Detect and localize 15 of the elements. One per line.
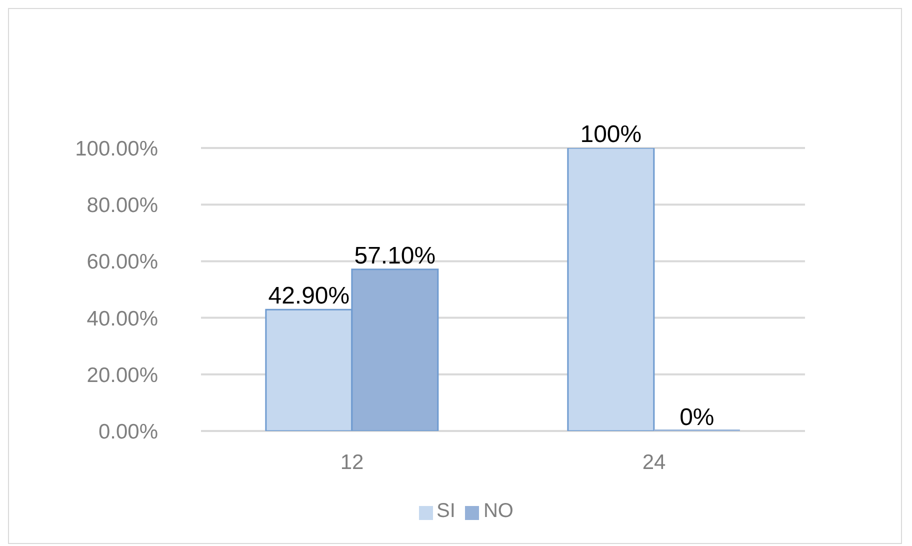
y-tick-label: 60.00% — [86, 250, 158, 274]
legend-label: NO — [483, 500, 514, 522]
data-label: 57.10% — [354, 242, 436, 270]
bar — [567, 148, 655, 431]
y-tick-label: 20.00% — [86, 364, 158, 387]
data-label: 0% — [680, 404, 714, 431]
x-tick-label: 12 — [340, 450, 364, 474]
y-tick-label: 40.00% — [86, 307, 158, 330]
y-tick-label: 100.00% — [75, 137, 158, 160]
x-tick-label: 24 — [642, 450, 666, 474]
legend-label: SI — [436, 500, 456, 522]
data-label: 100% — [580, 121, 642, 148]
y-tick-label: 80.00% — [86, 194, 158, 218]
data-label: 42.90% — [268, 282, 350, 310]
y-tick-label: 0.00% — [98, 420, 158, 444]
